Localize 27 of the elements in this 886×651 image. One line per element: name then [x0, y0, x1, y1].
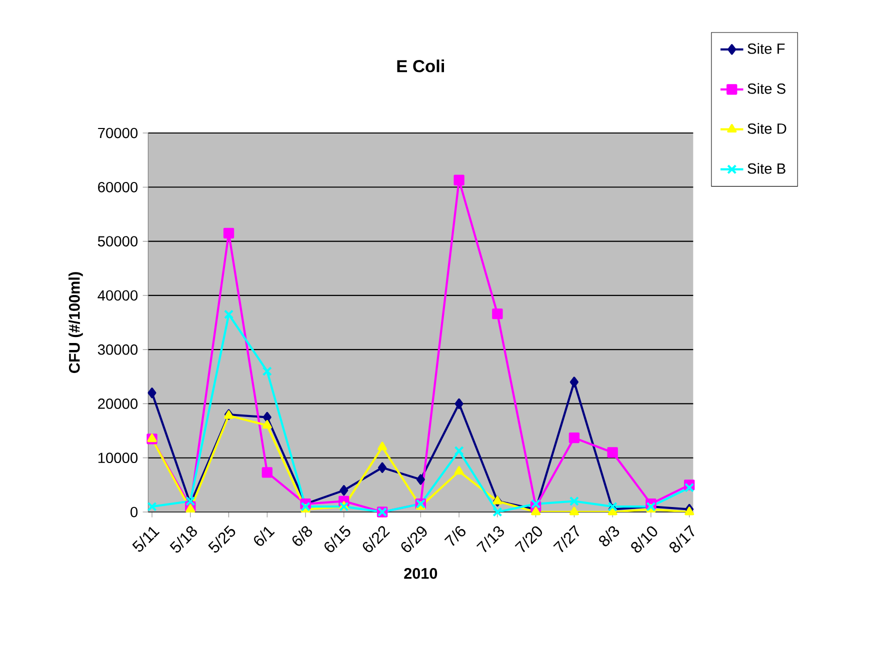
x-tick-label: 7/13: [476, 526, 504, 552]
x-tick-label: 6/8: [292, 526, 312, 546]
x-tick-label: 6/22: [362, 526, 390, 552]
y-tick-label: 40000: [98, 290, 138, 301]
x-tick-label: 6/15: [324, 525, 350, 552]
x-axis-title: 2010: [404, 568, 438, 579]
x-tick-label: 7/6: [444, 526, 466, 546]
chart-title: E Coli: [397, 60, 444, 72]
legend-label: Site B: [748, 163, 786, 174]
y-tick-label: 30000: [98, 344, 138, 355]
x-tick-label: 6/1: [254, 526, 275, 546]
x-tick-label: 7/20: [514, 526, 542, 552]
y-tick-label: 0: [130, 506, 138, 518]
x-tick-label: 5/18: [170, 526, 197, 553]
x-tick-label: 5/11: [132, 526, 160, 552]
legend-label: Site F: [748, 43, 785, 54]
y-tick-label: 60000: [98, 182, 138, 192]
legend-label: Site D: [748, 123, 786, 134]
legend-label: Site S: [748, 83, 786, 94]
x-tick-label: 8/3: [599, 526, 620, 546]
y-tick-label: 20000: [98, 398, 138, 409]
y-tick-label: 10000: [98, 452, 138, 464]
x-tick-label: 6/29: [401, 526, 427, 552]
y-tick-label: 50000: [98, 236, 138, 246]
y-axis-title: CFU (#/100ml): [68, 272, 83, 373]
y-tick-label: 70000: [98, 128, 138, 138]
x-tick-label: 8/10: [631, 526, 658, 553]
